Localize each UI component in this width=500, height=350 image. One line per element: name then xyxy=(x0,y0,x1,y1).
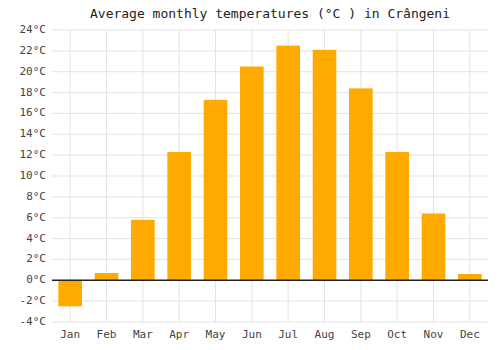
x-tick-label: Dec xyxy=(460,328,480,341)
y-grid-line xyxy=(52,134,488,135)
bar xyxy=(167,152,191,280)
x-grid-line xyxy=(70,30,71,322)
y-grid-line xyxy=(52,301,488,302)
y-tick-label: 12°C xyxy=(20,148,47,161)
y-grid-line xyxy=(52,176,488,177)
y-grid-line xyxy=(52,322,488,323)
y-tick-label: 0°C xyxy=(26,273,46,286)
y-grid-line xyxy=(52,50,488,51)
x-tick-label: Jun xyxy=(242,328,262,341)
y-grid-line xyxy=(52,280,488,281)
y-tick-label: -4°C xyxy=(20,315,47,328)
x-tick-label: Aug xyxy=(315,328,335,341)
bar xyxy=(385,152,409,280)
x-tick-label: Sep xyxy=(351,328,371,341)
y-tick-label: 24°C xyxy=(20,23,47,36)
y-tick-label: 16°C xyxy=(20,106,47,119)
y-grid-line xyxy=(52,155,488,156)
y-grid-line xyxy=(52,30,488,31)
x-tick-label: Feb xyxy=(97,328,117,341)
x-tick-label: May xyxy=(206,328,226,341)
y-grid-line xyxy=(52,92,488,93)
bar xyxy=(95,273,119,280)
y-tick-label: 10°C xyxy=(20,169,47,182)
x-tick-label: Oct xyxy=(387,328,407,341)
bar xyxy=(313,50,337,280)
y-tick-label: 14°C xyxy=(20,127,47,140)
bar xyxy=(458,274,482,280)
y-tick-label: 2°C xyxy=(26,252,46,265)
bar xyxy=(422,214,446,281)
x-tick-label: Apr xyxy=(169,328,189,341)
bars xyxy=(58,46,481,307)
bar xyxy=(131,220,155,280)
y-tick-label: 4°C xyxy=(26,232,46,245)
x-tick-label: Jul xyxy=(278,328,298,341)
bar xyxy=(204,100,228,280)
x-tick-label: Jan xyxy=(60,328,80,341)
grid xyxy=(52,30,488,322)
y-grid-line xyxy=(52,196,488,197)
y-tick-label: -2°C xyxy=(20,294,47,307)
title: Average monthly temperatures (°C ) in Cr… xyxy=(90,6,450,21)
bar xyxy=(276,46,300,281)
x-tick-label: Nov xyxy=(424,328,444,341)
x-tick-label: Mar xyxy=(133,328,153,341)
y-tick-label: 18°C xyxy=(20,86,47,99)
bar xyxy=(349,88,373,280)
y-grid-line xyxy=(52,71,488,72)
y-tick-label: 20°C xyxy=(20,65,47,78)
y-tick-label: 22°C xyxy=(20,44,47,57)
y-grid-line xyxy=(52,113,488,114)
bar xyxy=(240,67,264,281)
baseline xyxy=(52,280,488,282)
y-tick-label: 8°C xyxy=(26,190,46,203)
bar xyxy=(58,280,82,306)
chart: -4°C -2°C 0°C 2°C 4°C 6°C 8°C 10°C 12°C 14°C 16°C 1… xyxy=(0,0,500,350)
y-tick-label: 6°C xyxy=(26,211,46,224)
